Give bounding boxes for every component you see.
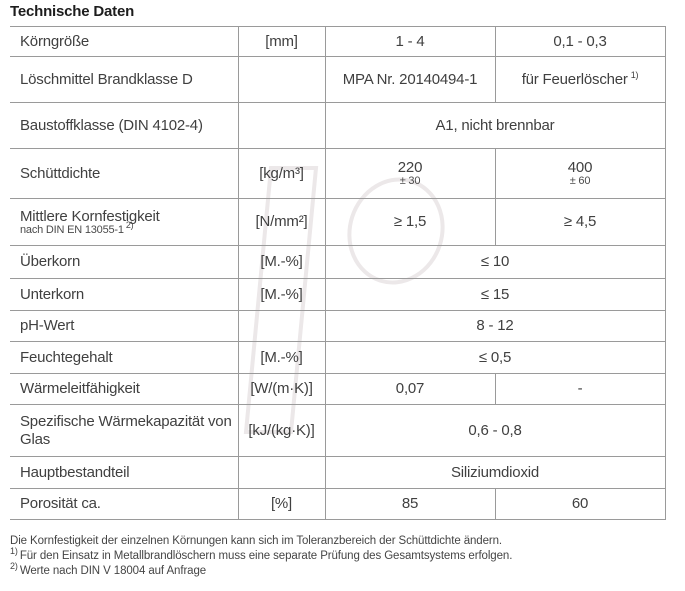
- row-unit: [mm]: [238, 26, 326, 57]
- row-value: A1, nicht brennbar: [325, 102, 666, 149]
- table-row: Unterkorn [M.-%] ≤ 15: [10, 278, 666, 311]
- row-unit: [N/mm²]: [238, 198, 326, 246]
- technical-data-table: Körngröße [mm] 1 - 4 0,1 - 0,3 Löschmittel B…: [10, 26, 666, 520]
- row-unit: [kJ/(kg·K)]: [238, 404, 326, 457]
- footnote: 2) Werte nach DIN V 18004 auf Anfrage: [10, 561, 207, 577]
- page-title: Technische Daten: [10, 3, 135, 20]
- row-label: Schüttdichte: [10, 148, 239, 199]
- row-label: Spezifische Wärmekapazität von Glas: [10, 404, 239, 457]
- row-unit: [W/(m·K)]: [238, 373, 326, 405]
- row-unit: [kg/m³]: [238, 148, 326, 199]
- table-row: Schüttdichte [kg/m³] 220 ± 30 400 ± 60: [10, 148, 666, 199]
- table-row: Wärmeleitfähigkeit [W/(m·K)] 0,07-: [10, 373, 666, 405]
- row-value: 1 - 4: [325, 26, 496, 57]
- row-label: Unterkorn: [10, 278, 239, 311]
- row-unit: [238, 102, 326, 149]
- row-value: 0,07: [325, 373, 496, 405]
- row-label: pH-Wert: [10, 310, 239, 342]
- row-unit: [M.-%]: [238, 245, 326, 279]
- row-value: ≤ 15: [325, 278, 666, 311]
- row-unit: [M.-%]: [238, 278, 326, 311]
- table-row: Überkorn [M.-%] ≤ 10: [10, 245, 666, 279]
- table-row: Mittlere Kornfestigkeit nach DIN EN 13055…: [10, 198, 666, 246]
- table-row: pH-Wert 8 - 12: [10, 310, 666, 342]
- row-value: 8 - 12: [325, 310, 666, 342]
- table-row: Porosität ca. [%] 85 60: [10, 488, 666, 520]
- row-label: Überkorn: [10, 245, 239, 279]
- row-value: ≥ 4,5: [495, 198, 666, 246]
- row-value: ≥ 1,5: [325, 198, 496, 246]
- row-unit: [M.-%]: [238, 341, 326, 374]
- row-value: 60: [495, 488, 666, 520]
- row-value: Siliziumdioxid: [325, 456, 666, 489]
- row-value: für Feuerlöscher 1): [495, 56, 666, 103]
- table-row: Körngröße [mm] 1 - 4 0,1 - 0,3: [10, 26, 666, 57]
- row-label: Körngröße: [10, 26, 239, 57]
- footnotes: Die Kornfestigkeit der einzelnen Körnung…: [10, 534, 512, 579]
- footnote: 1) Für den Einsatz in Metallbrandlöschern…: [10, 546, 513, 562]
- row-value: 0,1 - 0,3: [495, 26, 666, 57]
- row-unit: [238, 56, 326, 103]
- row-value: 0,6 - 0,8: [325, 404, 666, 457]
- table-row: Feuchtegehalt [M.-%] ≤ 0,5: [10, 341, 666, 374]
- table-row: Spezifische Wärmekapazität von Glas [kJ/(…: [10, 404, 666, 457]
- row-value: ≤ 10: [325, 245, 666, 279]
- row-unit: [%]: [238, 488, 326, 520]
- row-value: 220 ± 30: [325, 148, 496, 199]
- row-value: 85: [325, 488, 496, 520]
- row-value: 400 ± 60: [495, 148, 666, 199]
- table-row: Löschmittel Brandklasse D MPA Nr. 2014049…: [10, 56, 666, 103]
- row-label: Mittlere Kornfestigkeit nach DIN EN 13055…: [10, 198, 239, 246]
- row-unit: [238, 310, 326, 342]
- row-value: -: [495, 373, 666, 405]
- row-label: Hauptbestandteil: [10, 456, 239, 489]
- row-label: Löschmittel Brandklasse D: [10, 56, 239, 103]
- row-unit: [238, 456, 326, 489]
- row-value: MPA Nr. 20140494-1: [325, 56, 496, 103]
- footnote: Die Kornfestigkeit der einzelnen Körnung…: [10, 535, 503, 547]
- row-label: Baustoffklasse (DIN 4102-4): [10, 102, 239, 149]
- table-row: Hauptbestandteil Siliziumdioxid: [10, 456, 666, 489]
- row-label: Feuchtegehalt: [10, 341, 239, 374]
- row-label: Wärmeleitfähigkeit: [10, 373, 239, 405]
- row-label: Porosität ca.: [10, 488, 239, 520]
- row-value: ≤ 0,5: [325, 341, 666, 374]
- table-row: Baustoffklasse (DIN 4102-4) A1, nicht bre…: [10, 102, 666, 149]
